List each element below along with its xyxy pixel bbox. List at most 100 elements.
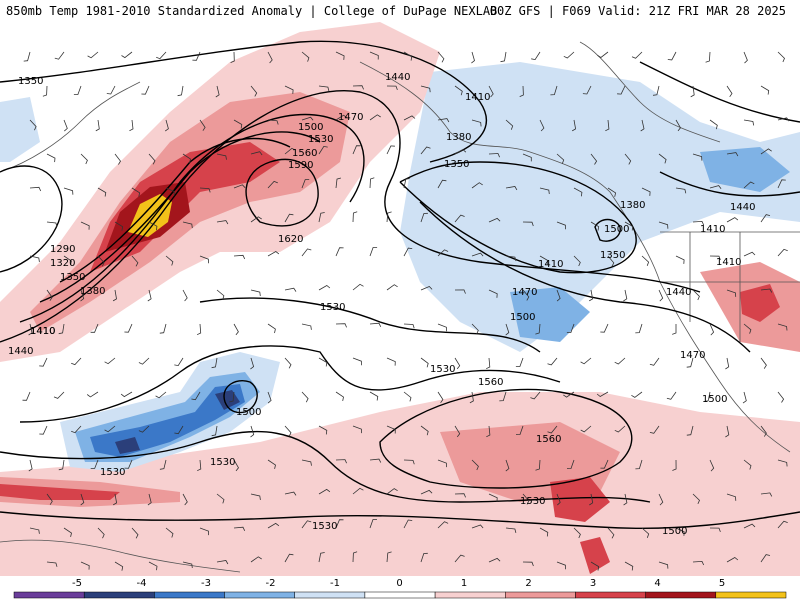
colorbar-tick-label: 2	[525, 578, 531, 589]
wind-barb	[318, 488, 331, 495]
wind-barb	[42, 85, 48, 97]
wind-barb	[165, 527, 174, 538]
wind-barb	[165, 255, 174, 266]
wind-barb	[505, 119, 514, 130]
wind-barb	[182, 153, 191, 163]
contour-label: 1500	[604, 224, 629, 235]
wind-barb	[335, 391, 344, 401]
wind-barb	[631, 391, 643, 398]
wind-barb	[522, 289, 530, 301]
wind-barb	[80, 221, 90, 230]
height-contour	[0, 430, 651, 503]
contour-label: 1500	[510, 312, 535, 323]
wind-barb	[686, 357, 694, 368]
height-contour	[594, 218, 621, 242]
wind-barb	[471, 51, 475, 64]
wind-barb	[454, 149, 467, 155]
wind-barb	[284, 553, 294, 563]
contour-label: 1530	[308, 134, 333, 145]
wind-barb	[519, 85, 524, 97]
wind-barb	[454, 85, 463, 96]
wind-barb	[58, 459, 65, 471]
wind-barb	[124, 323, 133, 333]
wind-barb	[726, 217, 739, 223]
wind-barb	[640, 119, 645, 132]
height-contour	[223, 380, 258, 414]
wind-barb	[164, 119, 169, 132]
wind-barb	[505, 459, 510, 472]
wind-barb	[318, 552, 325, 563]
contour-label: 1530	[100, 467, 125, 478]
wind-barb	[369, 114, 381, 121]
anomaly-area-positive	[0, 392, 800, 576]
wind-barb	[352, 85, 364, 90]
wind-barb	[182, 493, 188, 506]
anomaly-area-negative	[700, 147, 790, 192]
wind-barb	[403, 51, 413, 61]
wind-barb	[29, 255, 40, 262]
wind-barb	[335, 51, 345, 60]
wind-barb	[505, 527, 517, 533]
wind-barb	[63, 187, 74, 195]
wind-barb	[403, 178, 410, 189]
wind-barb	[97, 527, 105, 539]
colorbar-segment	[13, 591, 85, 599]
wind-barb	[182, 221, 193, 229]
wind-barb	[250, 493, 261, 500]
wind-barb	[777, 323, 788, 331]
wind-barb	[197, 459, 202, 472]
wind-barb	[318, 425, 328, 435]
wind-barb	[607, 255, 615, 267]
wind-barb	[488, 493, 498, 502]
contour-label: 1410	[465, 92, 490, 103]
wind-barb	[141, 85, 150, 95]
height-contour	[59, 137, 291, 283]
wind-barb	[114, 221, 124, 231]
wind-barb	[471, 524, 484, 529]
wind-barb	[709, 185, 722, 190]
wind-barb	[46, 153, 56, 163]
wind-barb	[335, 323, 347, 328]
wind-barb	[760, 85, 770, 95]
wind-barb	[131, 527, 139, 539]
colorbar-segment	[224, 591, 295, 599]
wind-barb	[692, 493, 700, 505]
contour-labels: 1350 144014101470150015301560159016201290…	[8, 72, 755, 537]
wind-barb	[318, 212, 325, 223]
wind-barb	[199, 527, 209, 536]
wind-barb	[709, 527, 721, 533]
contour-label: 1380	[80, 286, 105, 297]
wind-barb	[658, 493, 664, 506]
wind-barb	[386, 357, 396, 366]
wind-barb	[250, 556, 262, 563]
wind-barb	[229, 391, 235, 403]
contour-label: 1530	[210, 457, 235, 468]
wind-barb	[573, 187, 583, 197]
wind-barb	[420, 552, 428, 563]
contour-label: 1530	[312, 521, 337, 532]
wind-barb	[29, 119, 37, 131]
wind-barb	[607, 187, 617, 197]
wind-barb	[617, 85, 626, 95]
wind-barb	[471, 252, 484, 257]
height-contour	[639, 61, 800, 123]
wind-barb	[138, 425, 150, 433]
wind-barb	[486, 357, 491, 370]
wind-barb	[284, 147, 296, 155]
contour-label: 1560	[292, 148, 317, 159]
contour-label: 1440	[666, 287, 691, 298]
wind-barb	[352, 211, 358, 223]
wind-barb	[318, 285, 331, 291]
contour-label: 1620	[278, 234, 303, 245]
contour-label: 1590	[288, 160, 313, 171]
contour-label: 1410	[700, 224, 725, 235]
colorbar-tick-label: 5	[719, 578, 725, 589]
wind-barb	[672, 324, 677, 335]
wind-barb	[454, 289, 466, 294]
wind-barb	[155, 391, 167, 399]
wind-barb	[589, 493, 594, 506]
anomaly-area-negative	[510, 287, 590, 342]
height-contour	[419, 201, 751, 353]
wind-barb	[531, 51, 541, 61]
colorbar-tick-label: 0	[396, 578, 402, 589]
